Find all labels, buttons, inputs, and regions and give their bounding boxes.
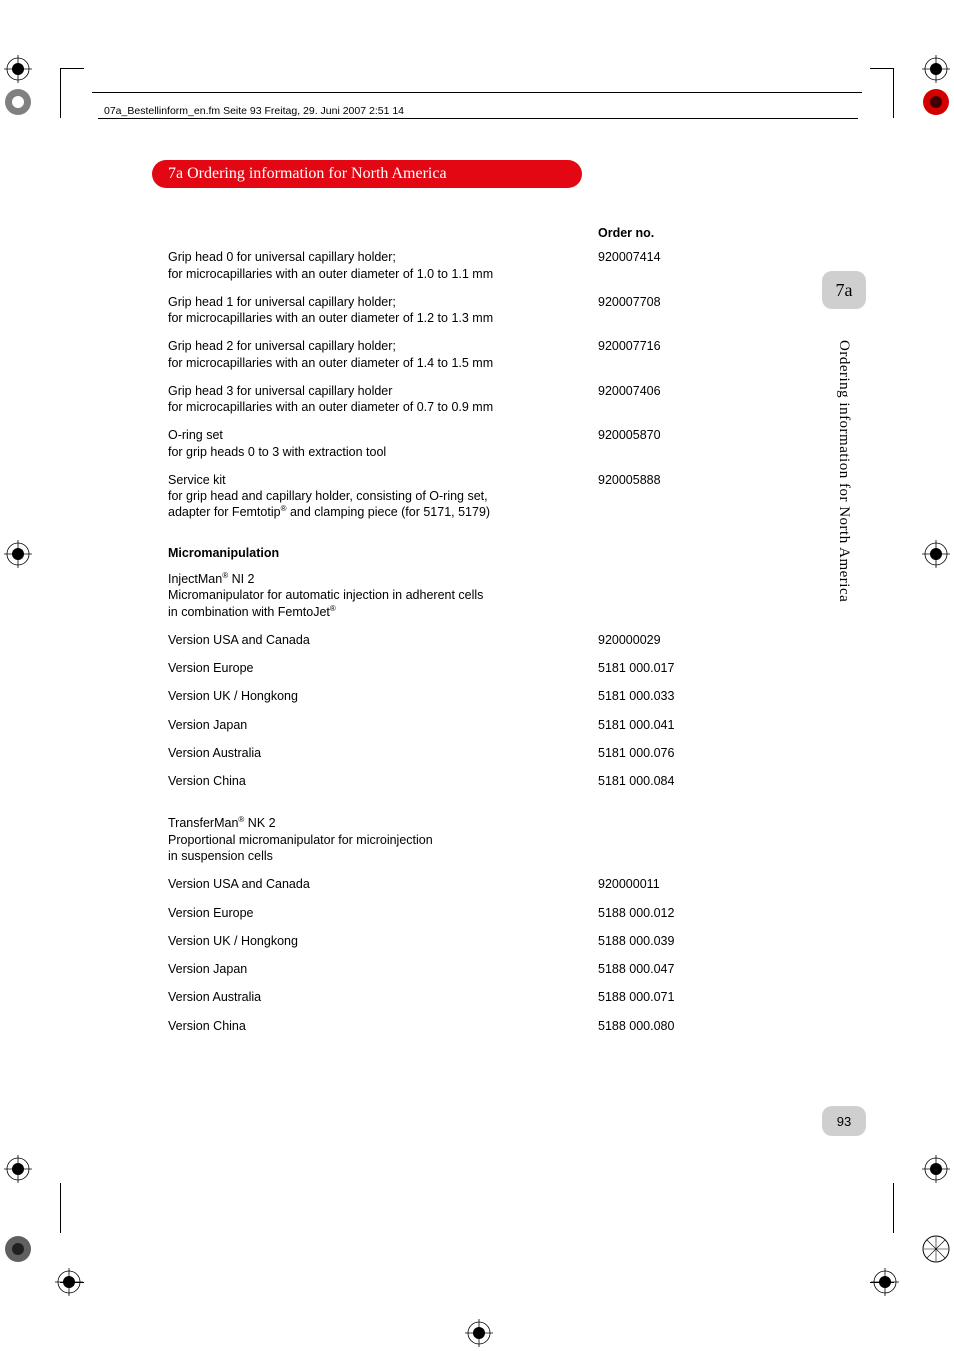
injectman-version-row: Version China5181 000.084 xyxy=(168,773,708,789)
order-item-orderno: 920005888 xyxy=(598,472,708,521)
side-tab-7a: 7a xyxy=(822,271,866,309)
group2-title-row: TransferMan® NK 2Proportional micromanip… xyxy=(168,815,708,864)
order-item-orderno: 920007406 xyxy=(598,383,708,416)
injectman-version-row: Version UK / Hongkong5181 000.033 xyxy=(168,688,708,704)
color-swatch-icon xyxy=(922,1235,950,1263)
transferman-version-orderno: 5188 000.012 xyxy=(598,905,708,921)
registration-mark-icon xyxy=(465,1319,493,1347)
order-header-row: Order no. xyxy=(168,225,708,241)
order-item-row: Grip head 2 for universal capillary hold… xyxy=(168,338,708,371)
injectman-version-row: Version Japan5181 000.041 xyxy=(168,717,708,733)
injectman-version-row: Version Australia5181 000.076 xyxy=(168,745,708,761)
transferman-version-desc: Version Australia xyxy=(168,989,598,1005)
transferman-version-desc: Version UK / Hongkong xyxy=(168,933,598,949)
injectman-version-row: Version USA and Canada920000029 xyxy=(168,632,708,648)
registration-mark-icon xyxy=(4,1155,32,1183)
page-number-box: 93 xyxy=(822,1106,866,1136)
color-swatch-icon xyxy=(922,88,950,116)
order-item-orderno: 920007716 xyxy=(598,338,708,371)
order-header: Order no. xyxy=(598,225,708,241)
group2-title: TransferMan® NK 2Proportional micromanip… xyxy=(168,815,598,864)
transferman-version-desc: Version China xyxy=(168,1018,598,1034)
crop-mark-icon xyxy=(893,68,894,118)
order-item-desc: Grip head 3 for universal capillary hold… xyxy=(168,383,598,416)
order-item-desc: O-ring setfor grip heads 0 to 3 with ext… xyxy=(168,427,598,460)
crop-mark-icon xyxy=(893,1183,894,1233)
order-item-desc: Grip head 1 for universal capillary hold… xyxy=(168,294,598,327)
color-swatch-icon xyxy=(4,1235,32,1263)
injectman-version-desc: Version UK / Hongkong xyxy=(168,688,598,704)
transferman-version-orderno: 5188 000.071 xyxy=(598,989,708,1005)
frame-line xyxy=(92,92,862,93)
header-rule xyxy=(98,118,858,119)
group1-title-row: InjectMan® NI 2Micromanipulator for auto… xyxy=(168,571,708,620)
order-item-row: Service kitfor grip head and capillary h… xyxy=(168,472,708,521)
page-number: 93 xyxy=(837,1114,851,1129)
transferman-version-desc: Version USA and Canada xyxy=(168,876,598,892)
transferman-version-desc: Version Europe xyxy=(168,905,598,921)
transferman-version-orderno: 5188 000.039 xyxy=(598,933,708,949)
transferman-version-desc: Version Japan xyxy=(168,961,598,977)
section-tab-label: 7a Ordering information for North Americ… xyxy=(168,165,447,183)
injectman-version-orderno: 5181 000.017 xyxy=(598,660,708,676)
injectman-version-orderno: 5181 000.033 xyxy=(598,688,708,704)
order-item-desc: Grip head 2 for universal capillary hold… xyxy=(168,338,598,371)
transferman-version-orderno: 5188 000.047 xyxy=(598,961,708,977)
order-item-orderno: 920005870 xyxy=(598,427,708,460)
injectman-version-orderno: 5181 000.084 xyxy=(598,773,708,789)
registration-mark-icon xyxy=(4,55,32,83)
transferman-version-row: Version Europe5188 000.012 xyxy=(168,905,708,921)
order-item-orderno: 920007708 xyxy=(598,294,708,327)
order-item-row: Grip head 0 for universal capillary hold… xyxy=(168,249,708,282)
order-item-orderno: 920007414 xyxy=(598,249,708,282)
crop-mark-icon xyxy=(870,68,894,69)
crop-mark-icon xyxy=(60,1183,61,1233)
crop-mark-icon xyxy=(60,68,61,118)
transferman-version-row: Version Australia5188 000.071 xyxy=(168,989,708,1005)
transferman-version-row: Version USA and Canada920000011 xyxy=(168,876,708,892)
color-swatch-icon xyxy=(4,88,32,116)
order-item-row: Grip head 1 for universal capillary hold… xyxy=(168,294,708,327)
transferman-version-row: Version Japan5188 000.047 xyxy=(168,961,708,977)
transferman-version-orderno: 920000011 xyxy=(598,876,708,892)
crop-mark-icon xyxy=(60,1282,84,1283)
transferman-version-row: Version UK / Hongkong5188 000.039 xyxy=(168,933,708,949)
injectman-version-desc: Version USA and Canada xyxy=(168,632,598,648)
group1-title: InjectMan® NI 2Micromanipulator for auto… xyxy=(168,571,598,620)
order-item-desc: Service kitfor grip head and capillary h… xyxy=(168,472,598,521)
injectman-version-orderno: 5181 000.076 xyxy=(598,745,708,761)
registration-mark-icon xyxy=(4,540,32,568)
injectman-version-desc: Version China xyxy=(168,773,598,789)
order-item-row: O-ring setfor grip heads 0 to 3 with ext… xyxy=(168,427,708,460)
registration-mark-icon xyxy=(922,55,950,83)
injectman-version-desc: Version Australia xyxy=(168,745,598,761)
transferman-version-orderno: 5188 000.080 xyxy=(598,1018,708,1034)
registration-mark-icon xyxy=(922,540,950,568)
micromanipulation-heading: Micromanipulation xyxy=(168,545,708,561)
transferman-version-row: Version China5188 000.080 xyxy=(168,1018,708,1034)
content-area: Order no. Grip head 0 for universal capi… xyxy=(168,225,708,1046)
section-tab: 7a Ordering information for North Americ… xyxy=(152,160,582,188)
header-file-info: 07a_Bestellinform_en.fm Seite 93 Freitag… xyxy=(104,105,404,117)
injectman-version-orderno: 920000029 xyxy=(598,632,708,648)
crop-mark-icon xyxy=(870,1282,894,1283)
side-tab-label: 7a xyxy=(836,280,853,301)
registration-mark-icon xyxy=(922,1155,950,1183)
side-vertical-text: Ordering information for North America xyxy=(835,340,852,602)
crop-mark-icon xyxy=(60,68,84,69)
order-item-row: Grip head 3 for universal capillary hold… xyxy=(168,383,708,416)
injectman-version-desc: Version Europe xyxy=(168,660,598,676)
injectman-version-row: Version Europe5181 000.017 xyxy=(168,660,708,676)
injectman-version-orderno: 5181 000.041 xyxy=(598,717,708,733)
order-item-desc: Grip head 0 for universal capillary hold… xyxy=(168,249,598,282)
injectman-version-desc: Version Japan xyxy=(168,717,598,733)
